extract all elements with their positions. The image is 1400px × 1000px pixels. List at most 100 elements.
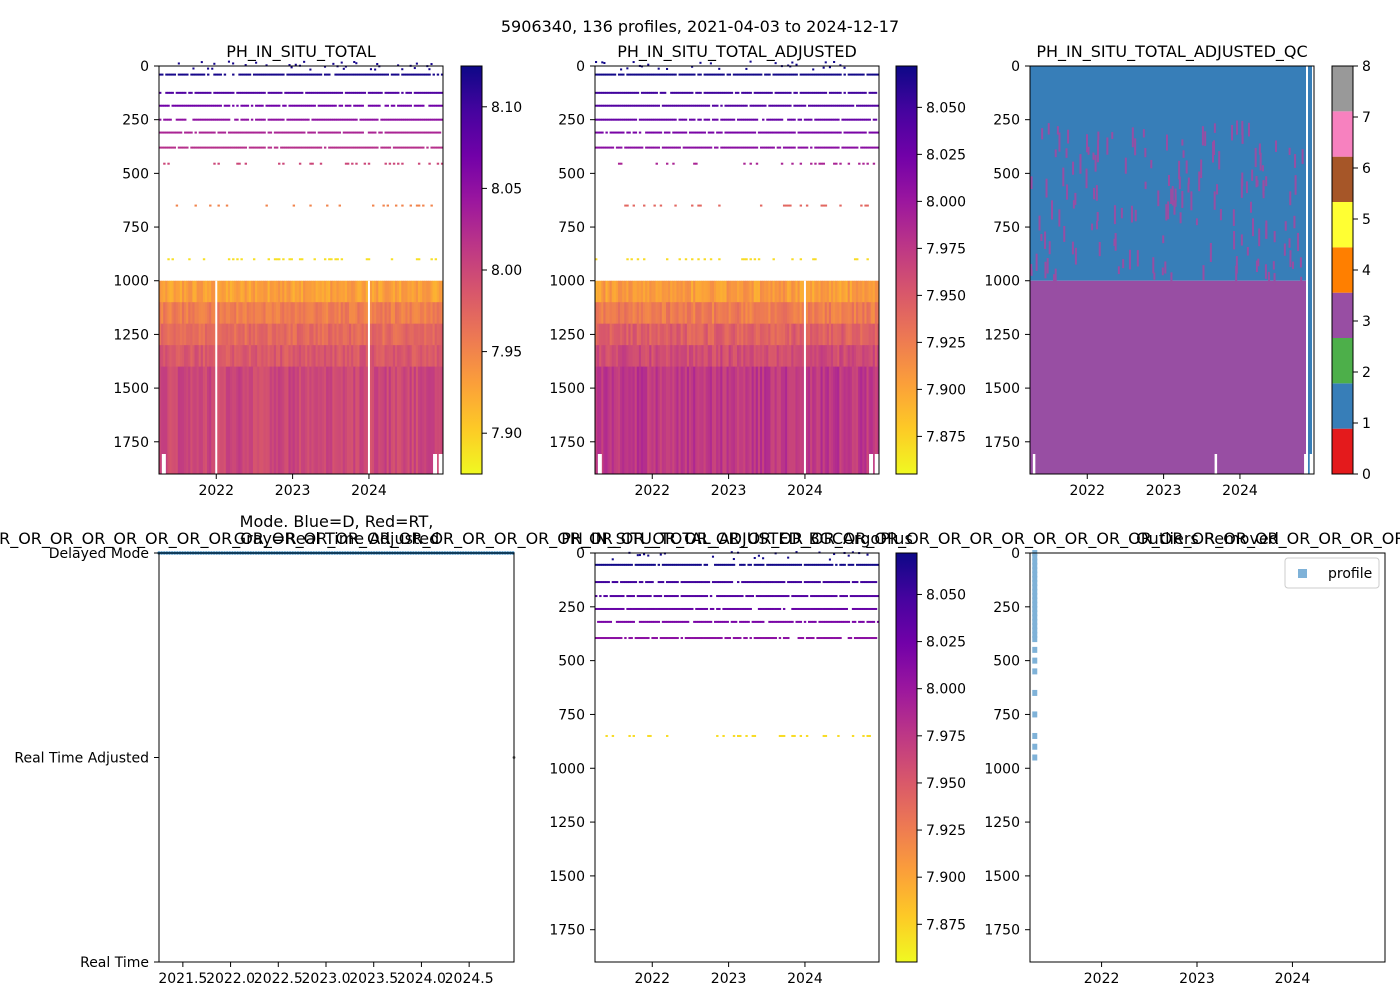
data-cell <box>599 323 602 346</box>
data-cell <box>730 366 734 475</box>
data-cell <box>716 595 719 598</box>
data-cell <box>434 146 438 149</box>
data-cell <box>705 581 709 584</box>
data-cell <box>179 104 183 107</box>
data-cell <box>814 104 817 107</box>
data-cell <box>601 73 604 76</box>
data-cell <box>428 302 431 325</box>
data-cell <box>636 280 640 303</box>
data-cell <box>384 366 388 475</box>
data-cell <box>181 302 185 325</box>
subplot-p5: 7.8757.9007.9257.9507.9758.0008.0258.050… <box>549 529 966 987</box>
data-cell <box>626 595 629 598</box>
data-cell <box>194 280 197 303</box>
data-cell <box>369 323 373 346</box>
data-cell <box>657 366 661 475</box>
data-cell <box>663 302 667 325</box>
data-cell <box>688 581 692 584</box>
data-cell <box>390 258 394 261</box>
qc-spot <box>1262 191 1265 199</box>
data-cell <box>340 345 344 368</box>
data-cell <box>776 607 780 610</box>
data-cell <box>273 345 277 368</box>
data-cell <box>244 118 248 121</box>
colorbar-tick-label: 0 <box>1362 467 1371 483</box>
data-cell <box>630 607 633 610</box>
qc-spot <box>1072 200 1075 209</box>
data-cell <box>862 280 865 303</box>
data-cell <box>753 104 757 107</box>
data-cell <box>659 553 662 556</box>
data-cell <box>361 345 365 368</box>
data-cell <box>605 563 608 566</box>
data-cell <box>422 131 425 134</box>
data-cell <box>336 131 339 134</box>
data-cell <box>296 104 300 107</box>
data-cell <box>284 280 287 303</box>
data-cell <box>617 323 621 346</box>
data-cell <box>330 323 333 346</box>
data-cell <box>845 595 848 598</box>
data-cell <box>640 323 644 346</box>
data-cell <box>739 345 742 368</box>
data-cell <box>709 323 713 346</box>
data-cell <box>265 64 268 67</box>
data-cell <box>630 118 633 121</box>
data-cell <box>670 607 673 610</box>
data-cell <box>703 366 707 475</box>
profile-point <box>1032 597 1038 604</box>
data-cell <box>661 637 665 640</box>
data-cell <box>705 345 709 368</box>
data-cell <box>791 595 794 598</box>
data-cell <box>772 563 775 566</box>
data-cell <box>674 280 677 303</box>
data-cell <box>434 104 438 107</box>
y-tick-label: 250 <box>993 113 1020 129</box>
data-cell <box>747 620 750 623</box>
data-cell <box>263 131 266 134</box>
y-tick-label: 250 <box>558 113 585 129</box>
data-cell <box>611 131 615 134</box>
data-cell <box>184 131 187 134</box>
qc-spot <box>1178 176 1181 190</box>
data-cell <box>303 366 306 475</box>
data-cell <box>225 204 229 207</box>
data-cell <box>190 73 193 76</box>
data-cell <box>711 91 715 94</box>
data-cell <box>334 118 337 121</box>
data-cell <box>351 118 354 121</box>
data-cell <box>820 204 823 207</box>
data-cell <box>670 146 673 149</box>
data-cell <box>682 366 686 475</box>
data-cell <box>791 131 794 134</box>
data-cell <box>768 323 771 346</box>
data-cell <box>622 118 625 121</box>
data-cell <box>793 345 796 368</box>
data-cell <box>797 366 801 475</box>
data-cell <box>204 146 208 149</box>
colorbar-frame <box>895 65 918 475</box>
data-cell <box>394 73 398 76</box>
data-cell <box>382 73 385 76</box>
data-cell <box>361 73 364 76</box>
data-cell <box>678 104 681 107</box>
data-cell <box>814 280 817 303</box>
data-cell <box>730 131 734 134</box>
data-cell <box>313 131 316 134</box>
data-cell <box>830 91 834 94</box>
data-cell <box>830 620 834 623</box>
data-cell <box>680 73 684 76</box>
data-cell <box>624 637 627 640</box>
data-cell <box>177 104 181 107</box>
profile-point <box>1032 588 1038 595</box>
data-cell <box>670 620 673 623</box>
data-cell <box>682 118 686 121</box>
data-cell <box>810 620 813 623</box>
data-cell <box>847 554 850 557</box>
data-cell <box>405 323 408 346</box>
data-cell <box>204 131 208 134</box>
data-cell <box>697 302 700 325</box>
qc-spot <box>1131 127 1134 148</box>
data-cell <box>349 280 352 303</box>
data-cell <box>785 73 788 76</box>
